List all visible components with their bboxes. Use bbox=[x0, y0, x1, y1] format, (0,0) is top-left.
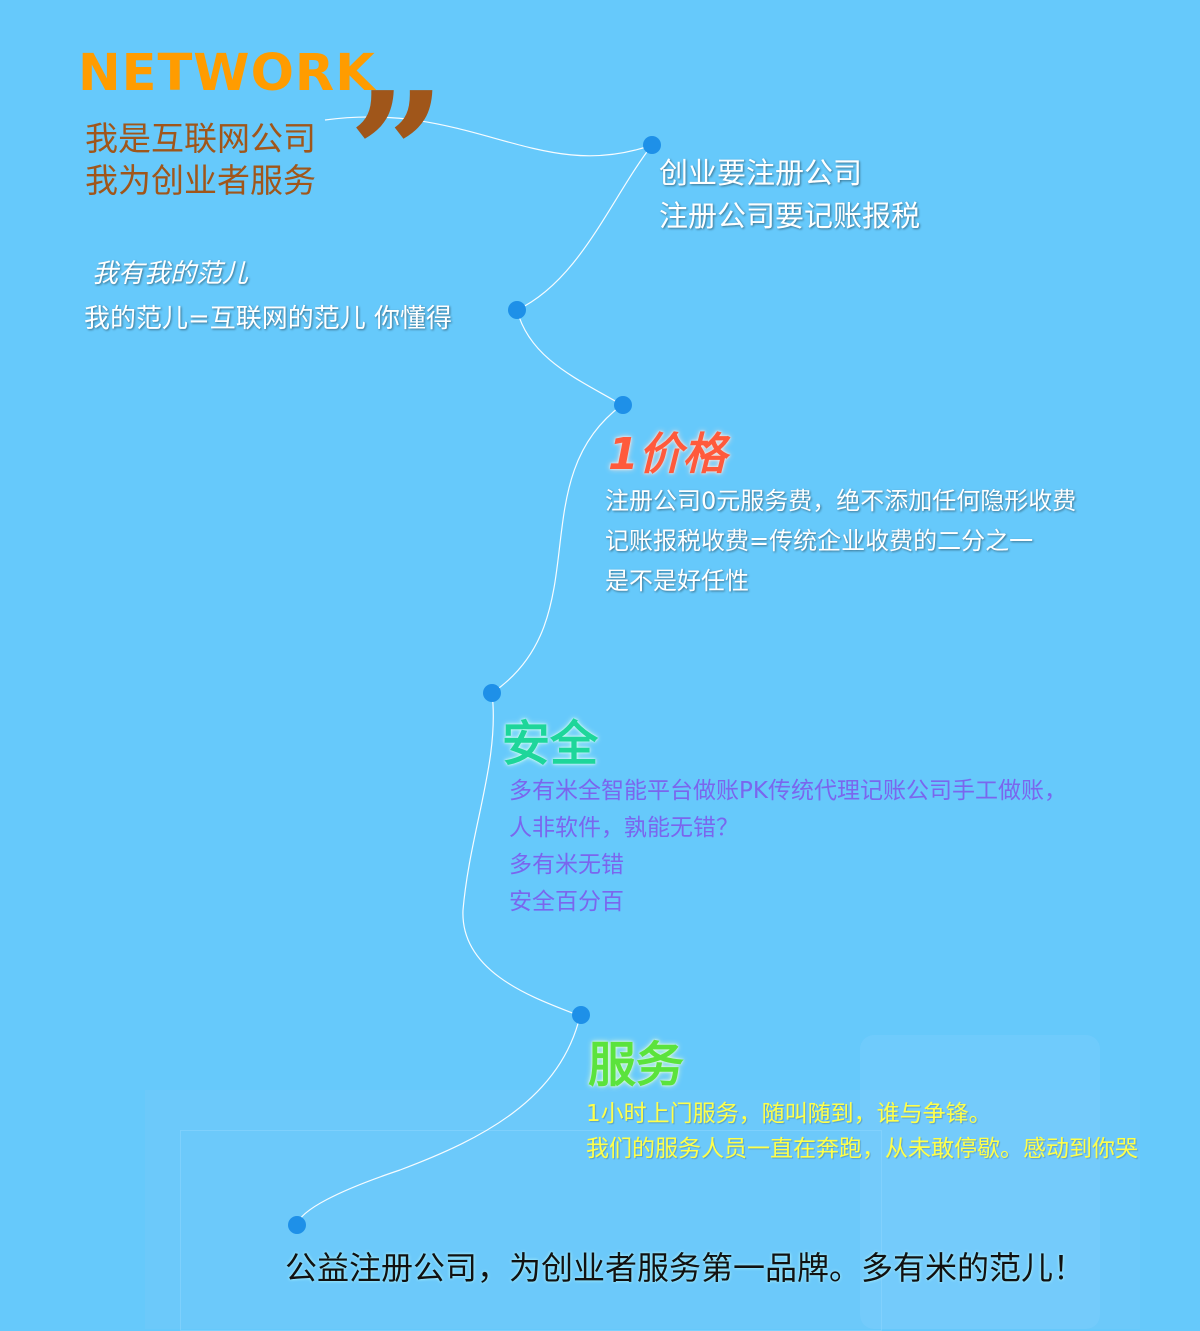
footer-slogan: 公益注册公司，为创业者服务第一品牌。多有米的范儿！ bbox=[285, 1249, 1086, 1287]
timeline-dot bbox=[288, 1216, 306, 1234]
timeline-dot bbox=[483, 684, 501, 702]
safety-line-1: 多有米全智能平台做账PK传统代理记账公司手工做账， bbox=[509, 778, 1067, 804]
tagline-line-2: 我为创业者服务 bbox=[85, 161, 316, 200]
quote-mark-icon: ” bbox=[348, 55, 446, 255]
background-photo-panel bbox=[860, 1035, 1100, 1329]
timeline-dot bbox=[572, 1006, 590, 1024]
intro-line-2: 注册公司要记账报税 bbox=[659, 199, 921, 233]
safety-line-4: 安全百分百 bbox=[509, 889, 624, 915]
safety-title: 安全 bbox=[502, 716, 599, 772]
intro-line-1: 创业要注册公司 bbox=[659, 156, 863, 190]
claim-line-1: 我有我的范儿 bbox=[92, 259, 249, 289]
service-line-2: 我们的服务人员一直在奔跑，从未敢停歇。感动到你哭 bbox=[586, 1136, 1138, 1162]
price-line-3: 是不是好任性 bbox=[605, 567, 749, 595]
safety-line-2: 人非软件，孰能无错？ bbox=[509, 815, 739, 841]
service-line-1: 1小时上门服务，随叫随到，谁与争锋。 bbox=[586, 1101, 992, 1127]
timeline-dot bbox=[643, 136, 661, 154]
timeline-curve bbox=[296, 116, 654, 1226]
timeline-dot bbox=[614, 396, 632, 414]
claim-line-2: 我的范儿=互联网的范儿 你懂得 bbox=[84, 304, 453, 334]
safety-line-3: 多有米无错 bbox=[509, 852, 624, 878]
price-line-1: 注册公司0元服务费，绝不添加任何隐形收费 bbox=[605, 487, 1077, 515]
brand-title: NETWORK bbox=[78, 44, 376, 103]
price-title: 1价格 bbox=[608, 429, 727, 480]
price-line-2: 记账报税收费=传统企业收费的二分之一 bbox=[605, 527, 1034, 555]
service-title: 服务 bbox=[588, 1037, 685, 1093]
timeline-dot bbox=[508, 301, 526, 319]
tagline-line-1: 我是互联网公司 bbox=[85, 119, 316, 158]
